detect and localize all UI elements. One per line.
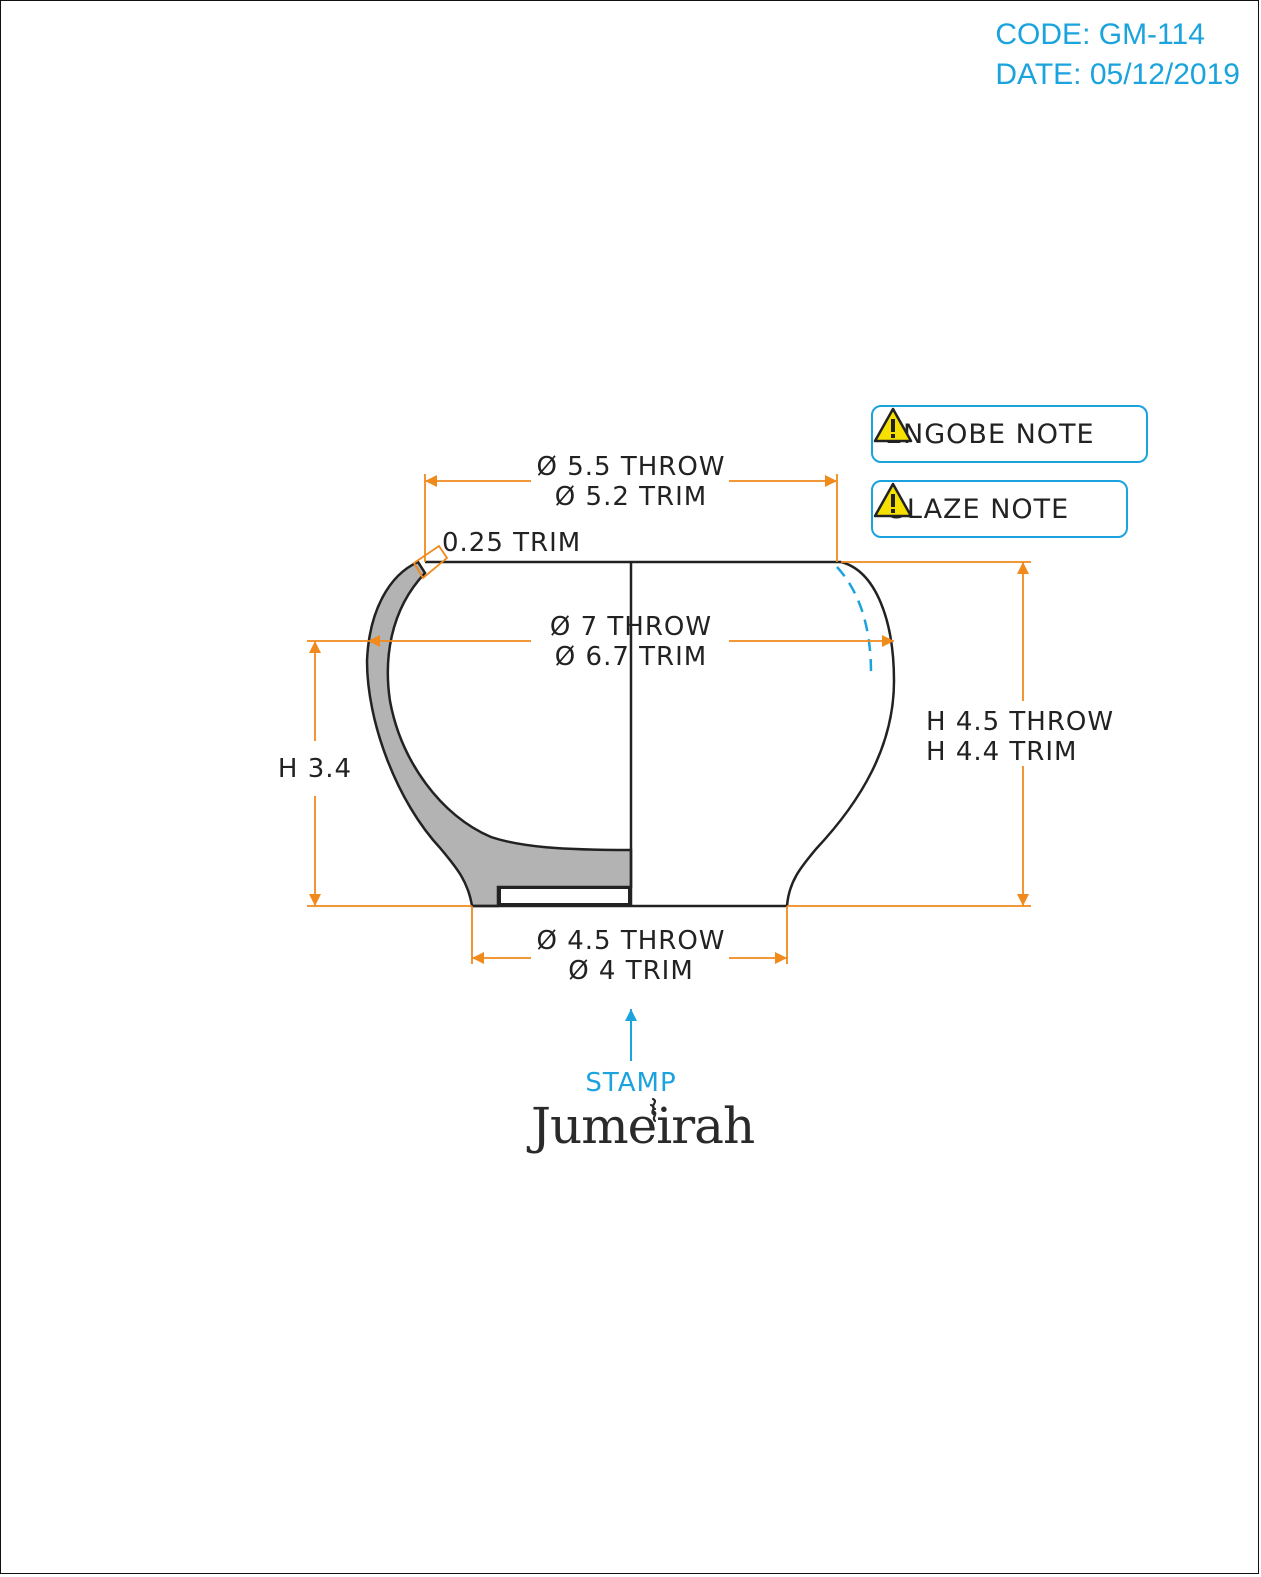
engobe-note-button[interactable]: ENGOBE NOTE xyxy=(871,405,1148,463)
dim-height-trim: H 4.4 TRIM xyxy=(926,737,1077,767)
jumeirah-logo: Jumeirah xyxy=(531,1097,755,1155)
outer-profile-right xyxy=(785,560,896,907)
glaze-note-label: GLAZE NOTE xyxy=(885,493,1070,525)
dim-inner-height: H 3.4 xyxy=(278,754,352,784)
dim-body-throw: Ø 7 THROW xyxy=(550,612,712,642)
dim-rim-throw: Ø 5.5 THROW xyxy=(536,452,725,482)
dim-wall-box xyxy=(412,544,449,580)
dim-wall-thickness: 0.25 TRIM xyxy=(442,528,581,558)
dim-body-trim: Ø 6.7 TRIM xyxy=(555,642,707,672)
drawing-code: CODE: GM-114 xyxy=(995,18,1205,51)
title-block: CODE: GM-114 DATE: 05/12/2019 xyxy=(995,15,1240,95)
dim-foot-throw: Ø 4.5 THROW xyxy=(536,926,725,956)
engobe-note-label: ENGOBE NOTE xyxy=(885,418,1095,450)
glaze-line xyxy=(836,566,873,674)
foot-recess xyxy=(499,887,630,905)
drawing-date: DATE: 05/12/2019 xyxy=(995,58,1240,91)
warning-icon xyxy=(873,407,913,443)
glaze-note-button[interactable]: GLAZE NOTE xyxy=(871,480,1128,538)
dim-foot-trim: Ø 4 TRIM xyxy=(568,956,694,986)
warning-icon xyxy=(873,482,913,518)
dim-height-throw: H 4.5 THROW xyxy=(926,707,1114,737)
dim-rim-trim: Ø 5.2 TRIM xyxy=(555,482,707,512)
jumeirah-logo-mark-icon xyxy=(649,1097,657,1123)
stamp-label: STAMP xyxy=(585,1068,676,1098)
